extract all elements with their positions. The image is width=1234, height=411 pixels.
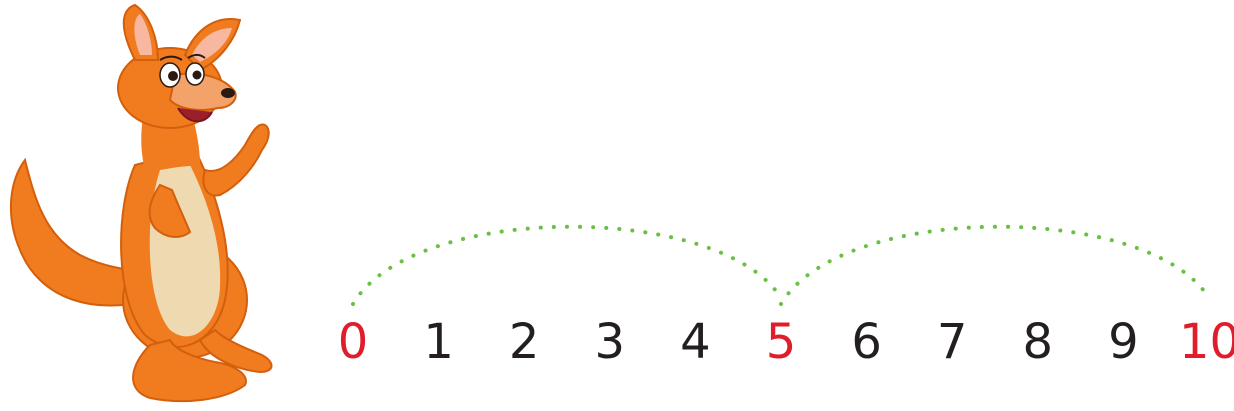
jump-arc [779, 224, 1211, 306]
number-label: 0 [337, 314, 369, 370]
number-label: 1 [423, 314, 454, 370]
kangaroo-icon [9, 3, 273, 403]
number-label: 3 [594, 314, 626, 370]
number-label: 5 [765, 314, 797, 370]
number-label: 9 [1108, 314, 1139, 370]
number-label: 7 [936, 314, 968, 370]
number-label: 8 [1022, 314, 1054, 370]
number-label: 10 [1179, 314, 1234, 370]
number-label: 2 [508, 314, 540, 370]
number-label: 4 [680, 314, 711, 370]
jump-arc [351, 224, 783, 306]
number-label: 6 [851, 314, 882, 370]
